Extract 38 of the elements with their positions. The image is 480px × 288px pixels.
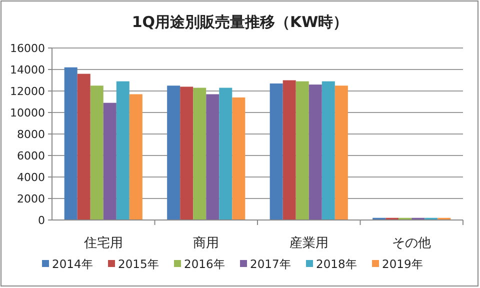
bar xyxy=(77,74,90,220)
legend-label: 2019年 xyxy=(382,257,424,271)
y-tick-label: 10000 xyxy=(10,106,45,120)
y-tick-label: 0 xyxy=(38,214,45,227)
x-tick-label: その他 xyxy=(392,236,432,251)
y-tick-label: 6000 xyxy=(17,150,45,162)
legend-label: 2016年 xyxy=(184,257,226,271)
bar xyxy=(270,83,283,220)
y-tick-label: 2000 xyxy=(17,192,45,206)
bar xyxy=(103,102,116,220)
x-tick-label: 産業用 xyxy=(289,235,328,251)
bar xyxy=(167,86,180,220)
legend-label: 2018年 xyxy=(316,257,358,271)
bar xyxy=(116,81,130,220)
bar xyxy=(90,86,104,220)
legend-label: 2014年 xyxy=(52,257,94,271)
bar xyxy=(129,94,142,220)
bar xyxy=(232,97,246,220)
y-tick-label: 4000 xyxy=(17,171,45,184)
chart-title: 1Q用途別販売量推移（KW時） xyxy=(132,13,348,31)
bar xyxy=(180,86,194,220)
bar xyxy=(64,67,78,220)
legend-label: 2015年 xyxy=(118,257,160,271)
bar xyxy=(282,80,296,220)
y-tick-label: 14000 xyxy=(10,64,45,76)
y-tick-label: 12000 xyxy=(10,85,45,98)
x-tick-label: 住宅用 xyxy=(82,235,123,251)
bar xyxy=(206,94,220,220)
bar xyxy=(193,88,206,220)
bar xyxy=(219,88,232,220)
bar xyxy=(322,81,335,220)
bar xyxy=(308,84,322,220)
x-tick-label: 商用 xyxy=(193,236,220,251)
legend-label: 2017年 xyxy=(250,257,292,271)
y-tick-label: 16000 xyxy=(10,42,45,55)
y-tick-label: 8000 xyxy=(17,128,45,141)
bar xyxy=(296,81,309,220)
bar xyxy=(334,86,348,220)
